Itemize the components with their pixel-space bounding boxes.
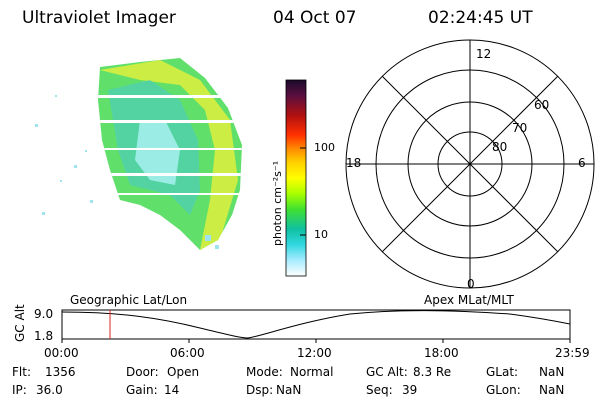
seq-key: Seq: xyxy=(366,383,393,397)
aurora-blob xyxy=(98,58,242,250)
geographic-title: Geographic Lat/Lon xyxy=(70,293,188,307)
mode-value: Normal xyxy=(290,365,334,379)
gain-value: 14 xyxy=(164,383,180,397)
mlt-label-6: 6 xyxy=(578,156,586,170)
x-tick-3: 18:00 xyxy=(424,346,459,360)
colorbar-tick-100: 100 xyxy=(314,141,335,154)
dsp-value: NaN xyxy=(276,383,302,397)
ip-value: 36.0 xyxy=(36,383,63,397)
polar-diag-2 xyxy=(381,75,559,253)
dsp-key: Dsp: xyxy=(246,383,274,397)
lat-label-80: 80 xyxy=(492,140,508,154)
x-tick-1: 06:00 xyxy=(170,346,205,360)
y-min-label: 1.8 xyxy=(34,329,54,343)
gain-key: Gain: xyxy=(126,383,158,397)
glon-key: GLon: xyxy=(486,383,521,397)
glat-value: NaN xyxy=(539,365,565,379)
ip-key: IP: xyxy=(12,383,27,397)
lat-label-60: 60 xyxy=(534,98,550,112)
x-tick-4: 23:59 xyxy=(555,346,590,360)
flt-key: Flt: xyxy=(12,365,31,379)
mlt-label-18: 18 xyxy=(346,156,362,170)
x-tick-0: 00:00 xyxy=(44,346,79,360)
y-max-label: 9.0 xyxy=(34,307,54,321)
mlt-label-0: 0 xyxy=(467,277,475,291)
lat-label-70: 70 xyxy=(512,121,528,135)
gc-alt-key: GC Alt: xyxy=(366,365,408,379)
colorbar-tick-10: 10 xyxy=(314,228,328,241)
date-label: 04 Oct 07 xyxy=(273,8,357,28)
instrument-title: Ultraviolet Imager xyxy=(22,8,176,28)
altitude-frame xyxy=(61,309,571,340)
flt-value: 1356 xyxy=(45,365,76,379)
x-tick-2: 12:00 xyxy=(297,346,332,360)
noise-speckles xyxy=(35,95,219,249)
door-value: Open xyxy=(167,365,200,379)
time-label: 02:24:45 UT xyxy=(428,8,533,28)
glon-value: NaN xyxy=(539,383,565,397)
door-key: Door: xyxy=(126,365,159,379)
apex-title: Apex MLat/MLT xyxy=(424,293,514,307)
gc-alt-value: 8.3 Re xyxy=(413,365,452,379)
altitude-curve xyxy=(61,310,571,339)
mlt-label-12: 12 xyxy=(476,47,492,61)
x-ticks xyxy=(61,339,571,343)
mode-key: Mode: xyxy=(246,365,283,379)
colorbar-gradient xyxy=(285,79,307,277)
seq-value: 39 xyxy=(402,383,418,397)
glat-key: GLat: xyxy=(486,365,519,379)
